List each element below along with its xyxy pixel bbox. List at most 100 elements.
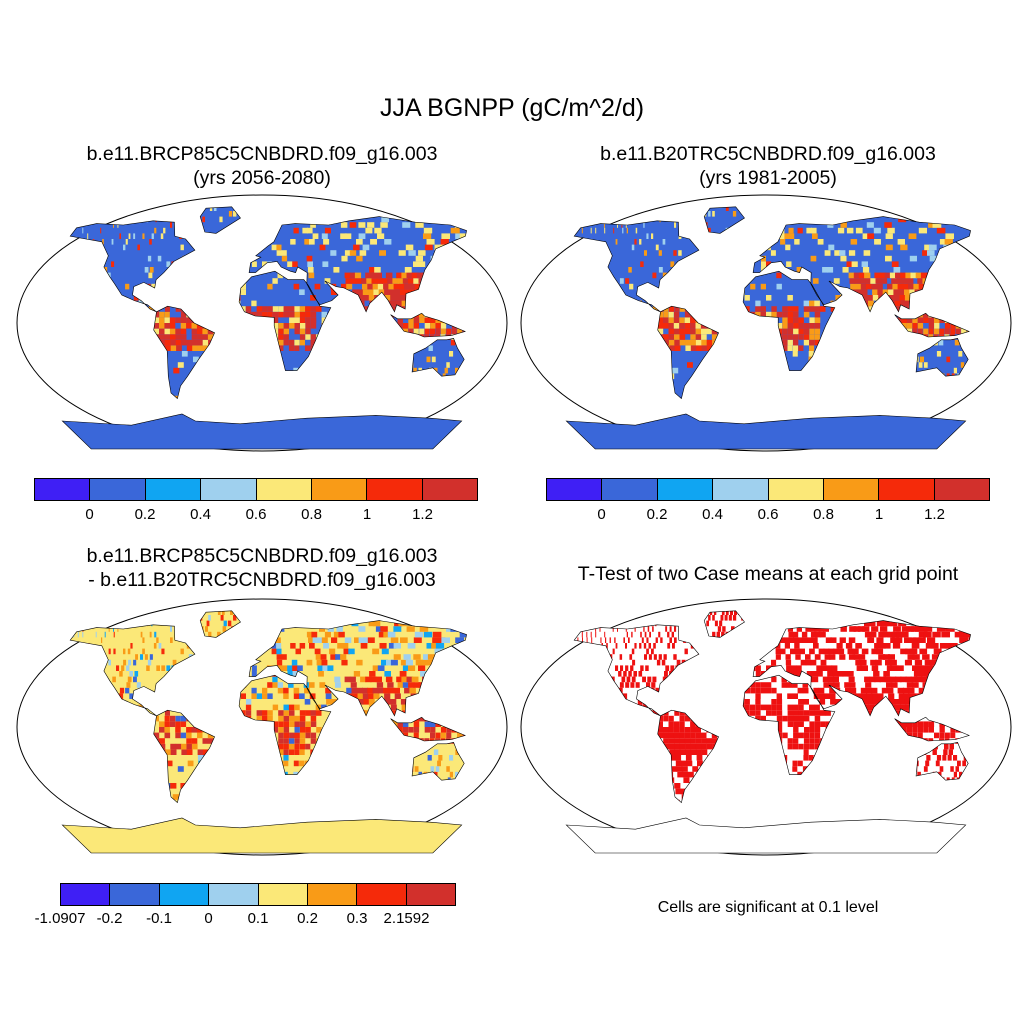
grid-cell — [619, 654, 623, 660]
grid-cell — [33, 671, 35, 677]
grid-cell — [766, 665, 772, 671]
grid-cell — [690, 738, 696, 744]
grid-cell — [852, 648, 859, 655]
grid-cell — [861, 693, 868, 699]
grid-cell — [102, 239, 104, 245]
grid-cell — [817, 671, 823, 677]
grid-cell — [256, 715, 262, 722]
grid-cell — [675, 760, 682, 767]
grid-cell — [47, 800, 56, 806]
grid-cell — [153, 328, 160, 335]
grid-cell — [186, 339, 193, 346]
grid-cell — [193, 356, 199, 363]
grid-cell — [679, 306, 685, 312]
grid-cell — [963, 239, 971, 245]
grid-cell — [315, 306, 322, 312]
grid-cell — [732, 211, 737, 217]
grid-cell — [953, 620, 964, 627]
grid-cell — [908, 283, 915, 290]
grid-cell — [191, 323, 197, 329]
grid-cell — [904, 295, 911, 301]
grid-cell — [384, 239, 392, 245]
grid-cell — [787, 323, 794, 329]
grid-cell — [91, 620, 93, 627]
coastline-africa — [238, 270, 332, 371]
map-historical-bgnpp — [520, 194, 1012, 452]
grid-cell — [679, 339, 686, 346]
grid-cell — [399, 671, 407, 677]
grid-cell — [146, 665, 150, 671]
coastline-north-america — [573, 220, 700, 313]
grid-cell — [884, 222, 892, 228]
grid-cell — [288, 749, 295, 755]
grid-cell — [278, 323, 284, 329]
grid-cell — [208, 631, 212, 638]
grid-cell — [161, 665, 166, 671]
grid-cell — [922, 665, 930, 671]
grid-cell — [293, 687, 300, 694]
grid-cell — [734, 610, 738, 615]
grid-cell — [953, 216, 964, 223]
grid-cell — [449, 771, 453, 778]
grid-cell — [222, 626, 227, 632]
grid-cell — [683, 777, 690, 783]
grid-cell — [840, 626, 847, 632]
grid-cell — [984, 794, 985, 800]
grid-cell — [923, 727, 929, 733]
grid-cell — [779, 637, 785, 643]
grid-cell — [463, 805, 465, 811]
grid-cell — [919, 626, 928, 632]
grid-cell — [814, 704, 820, 711]
grid-cell — [413, 732, 419, 739]
grid-cell — [809, 721, 815, 727]
grid-cell — [776, 699, 783, 705]
grid-cell — [180, 648, 184, 655]
grid-cell — [918, 206, 928, 211]
grid-cell — [164, 727, 170, 733]
grid-cell — [415, 255, 423, 262]
grid-cell — [798, 334, 804, 340]
grid-cell — [307, 261, 313, 267]
grid-cell — [300, 727, 306, 733]
grid-cell — [894, 295, 901, 301]
grid-cell — [277, 682, 283, 688]
grid-cell — [440, 323, 447, 329]
grid-cell — [402, 682, 410, 688]
grid-cell — [878, 643, 886, 649]
grid-cell — [867, 233, 875, 239]
grid-cell — [656, 659, 661, 666]
grid-cell — [812, 233, 818, 239]
grid-cell — [358, 699, 365, 705]
grid-cell — [180, 328, 187, 335]
grid-cell — [787, 295, 793, 301]
grid-cell — [890, 610, 899, 615]
grid-cell — [278, 710, 284, 716]
grid-cell — [600, 637, 602, 643]
coastline-antarctica — [565, 413, 967, 450]
grid-cell — [679, 743, 686, 750]
colorbar-cell — [35, 479, 91, 500]
grid-cell — [929, 255, 938, 262]
grid-cell — [922, 311, 929, 318]
grid-cell — [787, 328, 794, 335]
grid-cell — [350, 682, 357, 688]
grid-cell — [435, 323, 441, 329]
grid-cell — [795, 654, 801, 660]
grid-cell — [432, 631, 442, 638]
grid-cell — [954, 339, 960, 346]
grid-cell — [912, 317, 918, 323]
grid-cell — [395, 295, 402, 301]
grid-cell — [871, 687, 878, 694]
grid-cell — [869, 676, 876, 683]
grid-cell — [267, 311, 273, 318]
grid-cell — [568, 637, 570, 643]
land-antarctica — [566, 818, 966, 853]
grid-cell — [140, 631, 143, 638]
grid-cell — [585, 206, 587, 211]
grid-cell — [406, 626, 415, 632]
grid-cell — [944, 643, 953, 649]
grid-cell — [706, 738, 713, 744]
grid-cell — [928, 721, 935, 727]
grid-cell — [888, 693, 895, 699]
grid-cell — [278, 345, 284, 351]
